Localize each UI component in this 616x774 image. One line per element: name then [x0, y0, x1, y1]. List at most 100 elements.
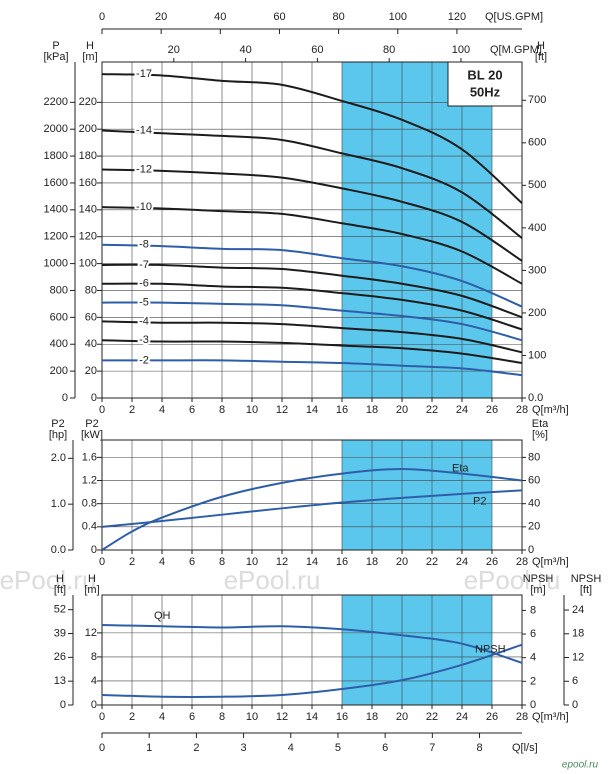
y-tick-label: 4 [530, 652, 536, 664]
operating-band [342, 595, 492, 705]
series-label: -7 [139, 259, 149, 271]
y-axis-label: [m] [84, 584, 99, 596]
series-label: NPSH [475, 644, 506, 656]
y-tick-label: 0.0 [51, 544, 66, 556]
y-axis-label: [m] [82, 51, 97, 63]
y-tick-label: 1200 [44, 231, 68, 243]
y-tick-label: 1800 [44, 150, 68, 162]
chart-subtitle: 50Hz [470, 84, 501, 99]
series-label: -12 [136, 163, 152, 175]
x-tick-label: 14 [306, 556, 318, 568]
y-axis-label: [%] [532, 429, 548, 441]
series-label: -3 [139, 334, 149, 346]
x-tick-label: 20 [155, 11, 167, 23]
x-tick-label: 5 [335, 742, 341, 754]
y-tick-label: 0 [530, 699, 536, 711]
y-axis-label: [ft] [54, 584, 66, 596]
y-tick-label: 13 [54, 675, 66, 687]
x-tick-label: 60 [311, 44, 323, 56]
curve [101, 489, 523, 528]
y-tick-label: 700 [528, 94, 546, 106]
operating-band [342, 62, 492, 398]
x-tick-label: 12 [276, 556, 288, 568]
y-tick-label: 0.8 [82, 498, 97, 510]
y-tick-label: 500 [528, 179, 546, 191]
x-tick-label: 0 [99, 404, 105, 416]
y-tick-label: 400 [528, 222, 546, 234]
y-tick-label: 120 [79, 231, 97, 243]
y-tick-label: 2000 [44, 123, 68, 135]
x-tick-label: 6 [189, 556, 195, 568]
y-tick-label: 40 [528, 498, 540, 510]
y-tick-label: 1600 [44, 177, 68, 189]
y-tick-label: 52 [54, 604, 66, 616]
y-tick-label: 400 [50, 338, 68, 350]
y-axis-label: [hp] [49, 429, 67, 441]
y-tick-label: 0 [91, 392, 97, 404]
x-tick-label: 100 [389, 11, 407, 23]
x-axis-label: Q[US.GPM] [485, 11, 543, 23]
y-tick-label: 800 [50, 284, 68, 296]
x-tick-label: 28 [516, 556, 528, 568]
y-tick-label: 160 [79, 177, 97, 189]
y-axis-label: [ft] [535, 51, 547, 63]
y-tick-label: 180 [79, 150, 97, 162]
x-tick-label: 1 [146, 742, 152, 754]
x-tick-label: 18 [366, 711, 378, 723]
y-axis-label: P [52, 40, 59, 52]
x-tick-label: 8 [219, 556, 225, 568]
y-axis-label: H [88, 573, 96, 585]
series-label: -5 [139, 296, 149, 308]
y-tick-label: 12 [572, 651, 584, 663]
curve [101, 624, 523, 664]
y-tick-label: 20 [85, 365, 97, 377]
curve [101, 320, 523, 354]
curve [101, 301, 523, 342]
y-axis-label: P2 [85, 418, 98, 430]
plot-frame [101, 439, 523, 551]
x-tick-label: 6 [382, 742, 388, 754]
curve [101, 282, 523, 331]
y-tick-label: 200 [50, 365, 68, 377]
x-tick-label: 28 [516, 404, 528, 416]
x-tick-label: 2 [193, 742, 199, 754]
y-axis-label: P2 [51, 418, 64, 430]
series-label: -8 [139, 239, 149, 251]
series-label: P2 [473, 495, 486, 507]
x-tick-label: 26 [486, 404, 498, 416]
x-axis-label: Q[M.GPM] [490, 44, 542, 56]
y-tick-label: 24 [572, 604, 584, 616]
x-tick-label: 10 [246, 404, 258, 416]
x-tick-label: 26 [486, 711, 498, 723]
x-tick-label: 24 [456, 404, 468, 416]
y-tick-label: 60 [85, 311, 97, 323]
x-tick-label: 6 [189, 404, 195, 416]
curve [101, 467, 523, 551]
curve [101, 339, 523, 365]
y-tick-label: 26 [54, 651, 66, 663]
watermark: ePool.ru [0, 565, 96, 595]
y-tick-label: 0 [91, 699, 97, 711]
y-tick-label: 60 [528, 474, 540, 486]
x-tick-label: 0 [99, 711, 105, 723]
x-tick-label: 4 [288, 742, 294, 754]
x-axis-label: Q[m³/h] [532, 711, 569, 723]
y-axis-label: H [537, 40, 545, 52]
y-axis-label: NPSH [571, 573, 602, 585]
y-tick-label: 100 [528, 349, 546, 361]
x-tick-label: 14 [306, 711, 318, 723]
x-tick-label: 12 [276, 404, 288, 416]
y-tick-label: 1.0 [51, 498, 66, 510]
y-tick-label: 1.2 [82, 474, 97, 486]
x-tick-label: 4 [159, 556, 165, 568]
y-tick-label: 18 [572, 628, 584, 640]
y-tick-label: 6 [530, 628, 536, 640]
series-label: Eta [452, 462, 469, 474]
y-tick-label: 80 [528, 451, 540, 463]
x-tick-label: 20 [396, 711, 408, 723]
x-tick-label: 16 [336, 556, 348, 568]
y-tick-label: 2 [530, 675, 536, 687]
x-tick-label: 0 [99, 11, 105, 23]
curve [101, 129, 523, 239]
